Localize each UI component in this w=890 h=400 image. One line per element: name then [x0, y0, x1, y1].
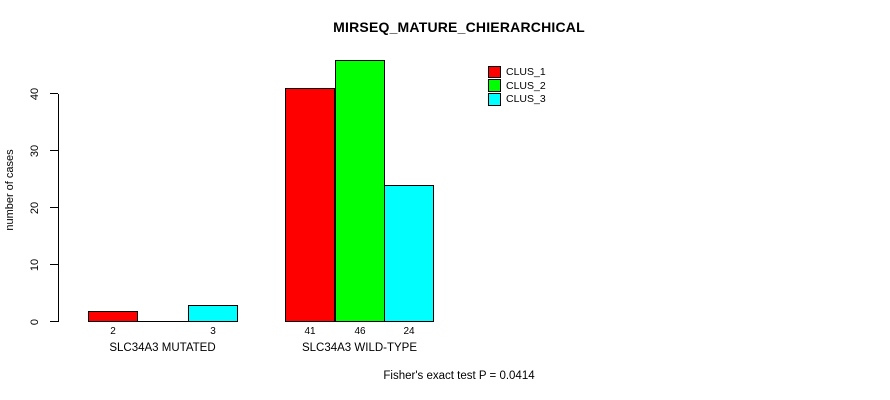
bar-value-label: 46 — [354, 326, 366, 337]
bar-value-label: 2 — [110, 326, 116, 337]
y-tick-label: 30 — [29, 144, 41, 158]
y-tick-label: 20 — [29, 201, 41, 215]
y-tick — [50, 150, 58, 151]
bar-value-label: 41 — [304, 326, 316, 337]
bar-CLUS_1 — [285, 88, 335, 322]
y-axis-label: number of cases — [4, 149, 16, 231]
legend-color-swatch — [488, 79, 501, 92]
y-tick-label: 0 — [29, 318, 41, 326]
legend: CLUS_1 CLUS_2 CLUS_3 — [488, 65, 546, 106]
legend-item-CLUS_2: CLUS_2 — [488, 79, 546, 93]
bar-CLUS_2 — [335, 60, 385, 322]
bar-value-label: 24 — [403, 326, 415, 337]
y-tick — [50, 93, 58, 94]
category-label: SLC34A3 MUTATED — [109, 342, 216, 354]
bar-CLUS_3 — [384, 185, 434, 322]
y-tick-label: 40 — [29, 87, 41, 101]
legend-item-CLUS_3: CLUS_3 — [488, 93, 546, 107]
y-axis — [58, 94, 59, 322]
y-tick — [50, 207, 58, 208]
legend-item-label: CLUS_1 — [506, 65, 546, 78]
stat-annotation: Fisher's exact test P = 0.0414 — [383, 370, 535, 382]
bar-value-label: 3 — [210, 326, 216, 337]
y-tick — [50, 264, 58, 265]
legend-item-label: CLUS_2 — [506, 79, 546, 92]
y-tick-label: 10 — [29, 258, 41, 272]
bar-CLUS_1 — [88, 311, 138, 322]
bar-CLUS_2-zero — [138, 321, 188, 322]
y-tick — [50, 321, 58, 322]
chart-title: MIRSEQ_MATURE_CHIERARCHICAL — [333, 19, 585, 35]
legend-color-swatch — [488, 93, 501, 106]
category-label: SLC34A3 WILD-TYPE — [301, 342, 418, 354]
legend-color-swatch — [488, 65, 501, 79]
bar-CLUS_3 — [188, 305, 238, 322]
legend-item-CLUS_1: CLUS_1 — [488, 65, 546, 79]
legend-item-label: CLUS_3 — [506, 93, 546, 106]
